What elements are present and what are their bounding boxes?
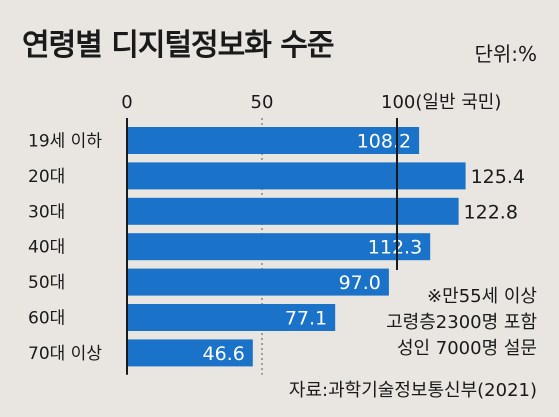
- category-label: 60대: [28, 309, 65, 329]
- note-line-1: ※만55세 이상: [427, 286, 537, 307]
- source-label: 자료:과학기술정보통신부(2021): [288, 380, 537, 401]
- bar: [127, 127, 420, 154]
- value-label: 112.3: [368, 237, 422, 259]
- value-label: 125.4: [471, 166, 525, 188]
- x-tick-label: 50: [251, 92, 274, 113]
- bar: [127, 268, 389, 296]
- value-label: 97.0: [339, 272, 381, 294]
- x-tick-label: 0: [121, 92, 132, 113]
- category-label: 30대: [28, 202, 65, 222]
- category-label: 50대: [28, 273, 65, 293]
- bar: [127, 339, 253, 367]
- category-label: 19세 이하: [28, 132, 102, 152]
- note-line-3: 성인 7000명 설문: [396, 338, 537, 359]
- value-label: 77.1: [285, 308, 327, 330]
- reference-label: 100(일반 국민): [381, 92, 501, 113]
- category-label: 20대: [28, 167, 65, 187]
- value-label: 46.6: [203, 343, 245, 365]
- bar: [127, 162, 466, 190]
- unit-label: 단위:%: [474, 42, 537, 66]
- value-label: 108.2: [357, 131, 411, 153]
- bar: [127, 304, 336, 331]
- chart-title: 연령별 디지털정보화 수준: [22, 28, 334, 63]
- note-line-2: 고령층2300명 포함: [386, 312, 537, 333]
- category-label: 70대 이상: [28, 344, 102, 364]
- bar: [127, 197, 459, 225]
- survey-note: ※만55세 이상 고령층2300명 포함 성인 7000명 설문: [386, 284, 537, 362]
- bar: [127, 233, 431, 261]
- category-label: 40대: [28, 238, 65, 258]
- value-label: 122.8: [464, 201, 518, 223]
